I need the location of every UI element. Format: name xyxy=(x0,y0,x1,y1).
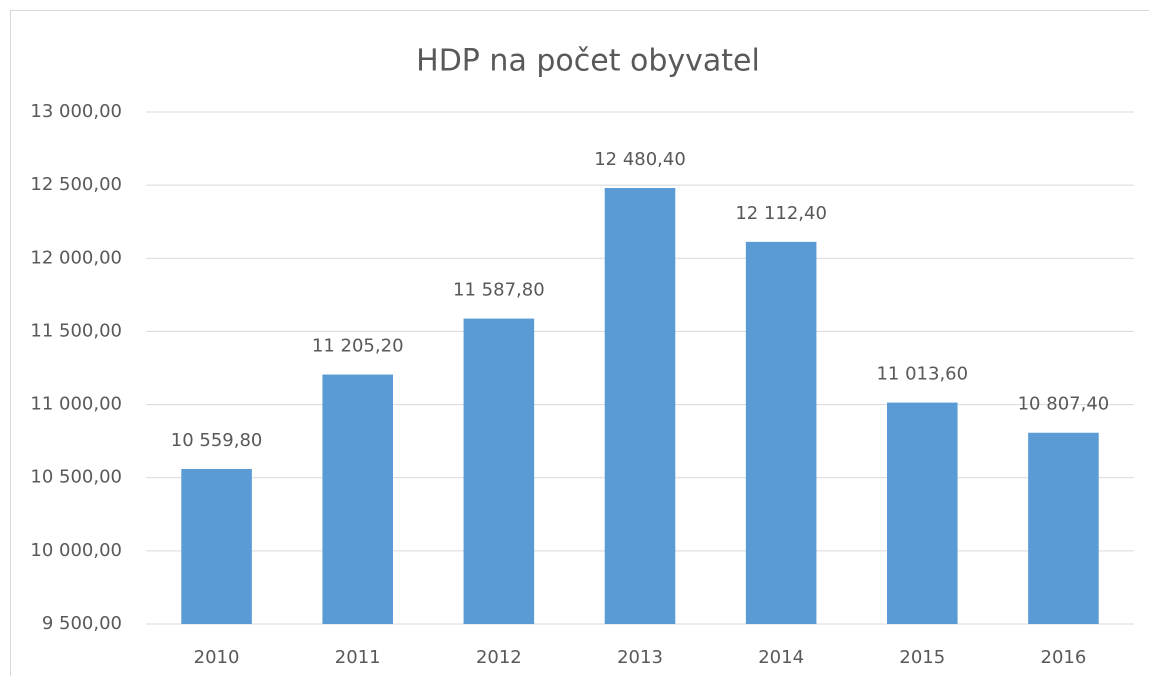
x-tick-label: 2012 xyxy=(476,647,522,668)
data-label: 12 480,40 xyxy=(594,149,686,170)
x-tick-label: 2016 xyxy=(1041,647,1087,668)
data-label: 11 205,20 xyxy=(312,336,404,357)
data-label: 11 587,80 xyxy=(453,280,545,301)
x-tick-label: 2015 xyxy=(899,647,945,668)
bar xyxy=(745,241,817,624)
x-tick-label: 2011 xyxy=(335,647,381,668)
data-label: 10 559,80 xyxy=(171,430,263,451)
bar xyxy=(181,468,252,624)
y-tick-label: 11 000,00 xyxy=(30,394,122,415)
chart-title: HDP na počet obyvatel xyxy=(416,44,760,79)
data-label: 10 807,40 xyxy=(1018,394,1110,415)
y-tick-label: 12 500,00 xyxy=(30,174,122,195)
y-tick-label: 13 000,00 xyxy=(30,101,122,122)
y-tick-label: 12 000,00 xyxy=(30,247,122,268)
x-tick-label: 2013 xyxy=(617,647,663,668)
bar xyxy=(1028,432,1099,624)
y-tick-label: 10 500,00 xyxy=(30,467,122,488)
data-label: 12 112,40 xyxy=(735,203,827,224)
x-tick-label: 2014 xyxy=(758,647,804,668)
chart-border xyxy=(10,10,1149,676)
x-tick-label: 2010 xyxy=(194,647,240,668)
bar xyxy=(604,188,676,624)
y-tick-label: 9 500,00 xyxy=(42,613,122,634)
y-tick-label: 10 000,00 xyxy=(30,540,122,561)
bar xyxy=(887,402,958,624)
y-tick-label: 11 500,00 xyxy=(30,320,122,341)
data-label: 11 013,60 xyxy=(876,364,968,385)
bar xyxy=(322,374,393,624)
bar xyxy=(463,318,535,624)
